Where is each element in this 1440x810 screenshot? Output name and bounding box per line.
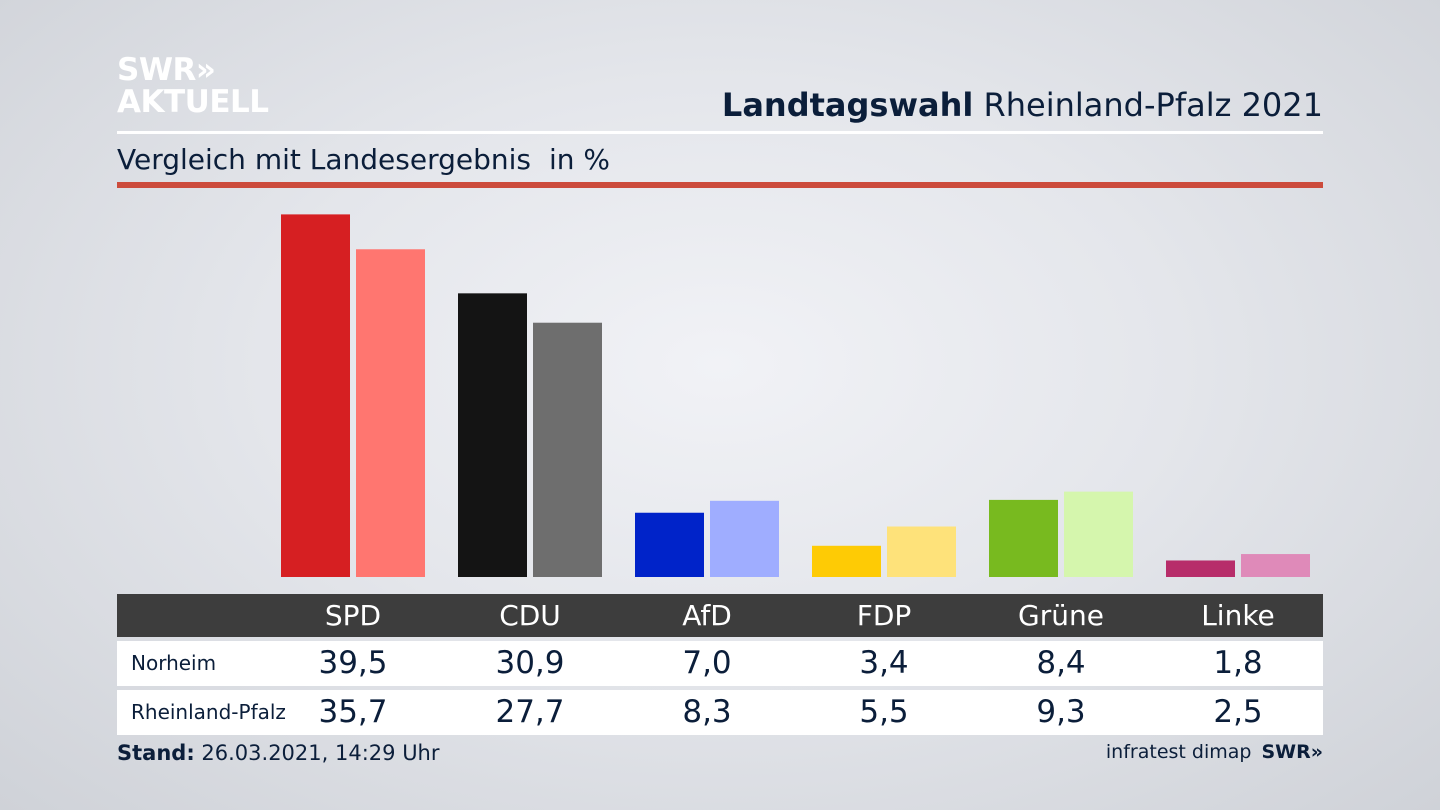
title-divider [117,131,1323,134]
chart-title: Landtagswahl Rheinland-Pfalz 2021 [722,86,1323,124]
table-row-rheinland-pfalz: Rheinland-Pfalz 35,7 27,7 8,3 5,5 9,3 2,5 [117,690,1323,735]
timestamp: Stand: 26.03.2021, 14:29 Uhr [117,741,440,765]
bar-linke-rheinlandpfalz [1241,554,1310,577]
bar-spd-norheim [281,214,350,577]
value-label: 39,5 [318,645,388,681]
table-row-norheim: Norheim 39,5 30,9 7,0 3,4 8,4 1,8 [117,641,1323,686]
stand-label: Stand: [117,741,195,765]
source-text: infratest dimap [1105,741,1252,763]
swr-aktuell-logo: SWR» AKTUELL [117,54,269,118]
results-table: SPD CDU AfD FDP Grüne Linke Norheim 39,5 30,9 7… [117,594,1323,735]
source-credit: infratest dimap SWR» [1106,741,1323,763]
bar-fdp-rheinlandpfalz [887,526,956,577]
value-label: 30,9 [495,645,565,681]
bar-afd-norheim [635,512,704,577]
value-label: 7,0 [682,645,732,681]
row-label: Norheim [131,651,217,675]
bar-afd-rheinlandpfalz [710,500,779,577]
swr-brand-logo: SWR» [1261,741,1323,763]
value-label: 8,3 [682,694,732,730]
value-label: 8,4 [1036,645,1086,681]
bar-grne-rheinlandpfalz [1064,491,1133,577]
party-label: Grüne [1018,599,1104,632]
value-label: 3,4 [859,645,909,681]
chart-title-bold: Landtagswahl [721,86,974,124]
party-label: AfD [682,599,732,632]
party-label: CDU [499,599,561,632]
value-label: 1,8 [1213,645,1263,681]
value-label: 2,5 [1213,694,1263,730]
subtitle-text: Vergleich mit Landesergebnis [117,143,531,176]
value-label: 27,7 [495,694,565,730]
chart-subtitle: Vergleich mit Landesergebnis in % [117,143,610,176]
value-label: 9,3 [1036,694,1086,730]
bar-spd-rheinlandpfalz [356,249,425,578]
bar-grne-norheim [989,499,1058,577]
row-label: Rheinland-Pfalz [131,700,286,724]
chart-title-rest: Rheinland-Pfalz 2021 [983,86,1323,124]
subtitle-unit: in % [548,143,611,176]
party-label: SPD [324,599,382,632]
bar-fdp-norheim [812,545,881,577]
bar-chart [281,214,1310,578]
bar-linke-norheim [1166,560,1235,577]
logo-line-2: AKTUELL [117,84,269,120]
stand-value: 26.03.2021, 14:29 Uhr [201,741,440,765]
value-label: 5,5 [859,694,909,730]
value-label: 35,7 [318,694,388,730]
table-header-row: SPD CDU AfD FDP Grüne Linke [117,594,1323,637]
bar-cdu-rheinlandpfalz [533,322,602,577]
bar-cdu-norheim [458,293,527,577]
logo-line-1: SWR» [117,52,216,88]
party-label: Linke [1201,599,1275,632]
party-label: FDP [856,599,912,632]
subtitle-divider [117,182,1323,188]
